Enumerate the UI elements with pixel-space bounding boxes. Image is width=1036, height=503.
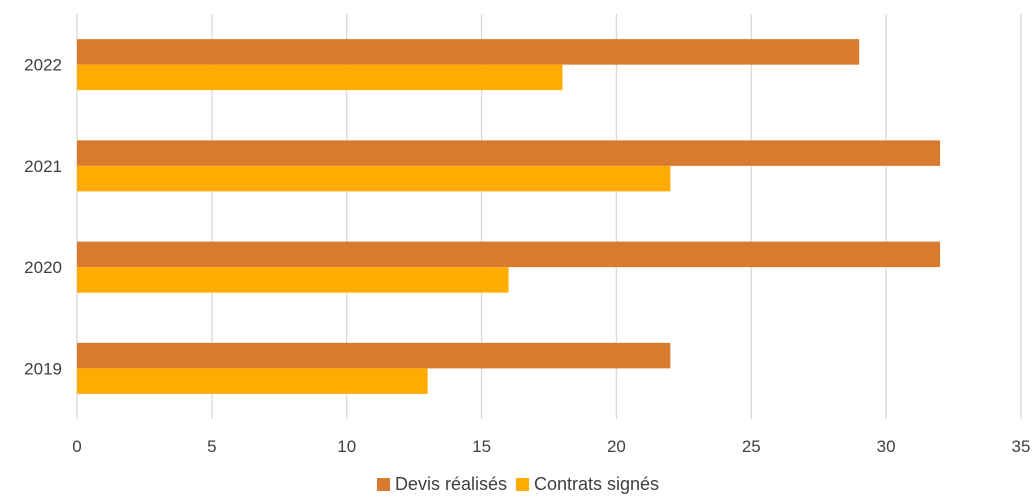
bar-chart: 2022 2021 2020 2019 0 5 10 15 20 25 30 35 bbox=[24, 14, 1030, 456]
legend: Devis réalisés Contrats signés bbox=[0, 474, 1036, 496]
bar-2019-contrats bbox=[77, 368, 428, 394]
x-tick-label-20: 20 bbox=[607, 437, 626, 456]
bar-2021-contrats bbox=[77, 165, 671, 192]
legend-label-contrats: Contrats signés bbox=[534, 474, 660, 494]
y-axis-labels: 2022 2021 2020 2019 bbox=[24, 56, 62, 379]
y-tick-label-2020: 2020 bbox=[24, 258, 62, 277]
legend-item-contrats: Contrats signés bbox=[516, 474, 659, 495]
bar-2022-contrats bbox=[77, 64, 563, 91]
bar-2022-devis bbox=[77, 39, 860, 65]
x-tick-label-30: 30 bbox=[877, 437, 896, 456]
bars bbox=[77, 39, 941, 394]
y-tick-label-2022: 2022 bbox=[24, 56, 62, 75]
x-tick-label-25: 25 bbox=[742, 437, 761, 456]
bar-2020-devis bbox=[77, 241, 941, 268]
x-axis-labels: 0 5 10 15 20 25 30 35 bbox=[72, 437, 1030, 456]
legend-label-devis: Devis réalisés bbox=[394, 474, 507, 494]
legend-swatch-devis bbox=[376, 478, 390, 491]
legend-item-devis: Devis réalisés bbox=[376, 474, 507, 495]
bar-2021-devis bbox=[77, 140, 941, 166]
legend-swatch-contrats bbox=[516, 478, 529, 491]
bar-2020-contrats bbox=[77, 267, 509, 293]
x-tick-label-10: 10 bbox=[337, 437, 356, 456]
x-tick-label-0: 0 bbox=[72, 437, 81, 456]
y-tick-label-2019: 2019 bbox=[24, 359, 62, 378]
x-tick-label-35: 35 bbox=[1012, 437, 1031, 456]
y-tick-label-2021: 2021 bbox=[24, 157, 62, 176]
x-tick-label-15: 15 bbox=[472, 437, 491, 456]
bar-2019-devis bbox=[77, 342, 671, 369]
x-tick-label-5: 5 bbox=[207, 437, 216, 456]
